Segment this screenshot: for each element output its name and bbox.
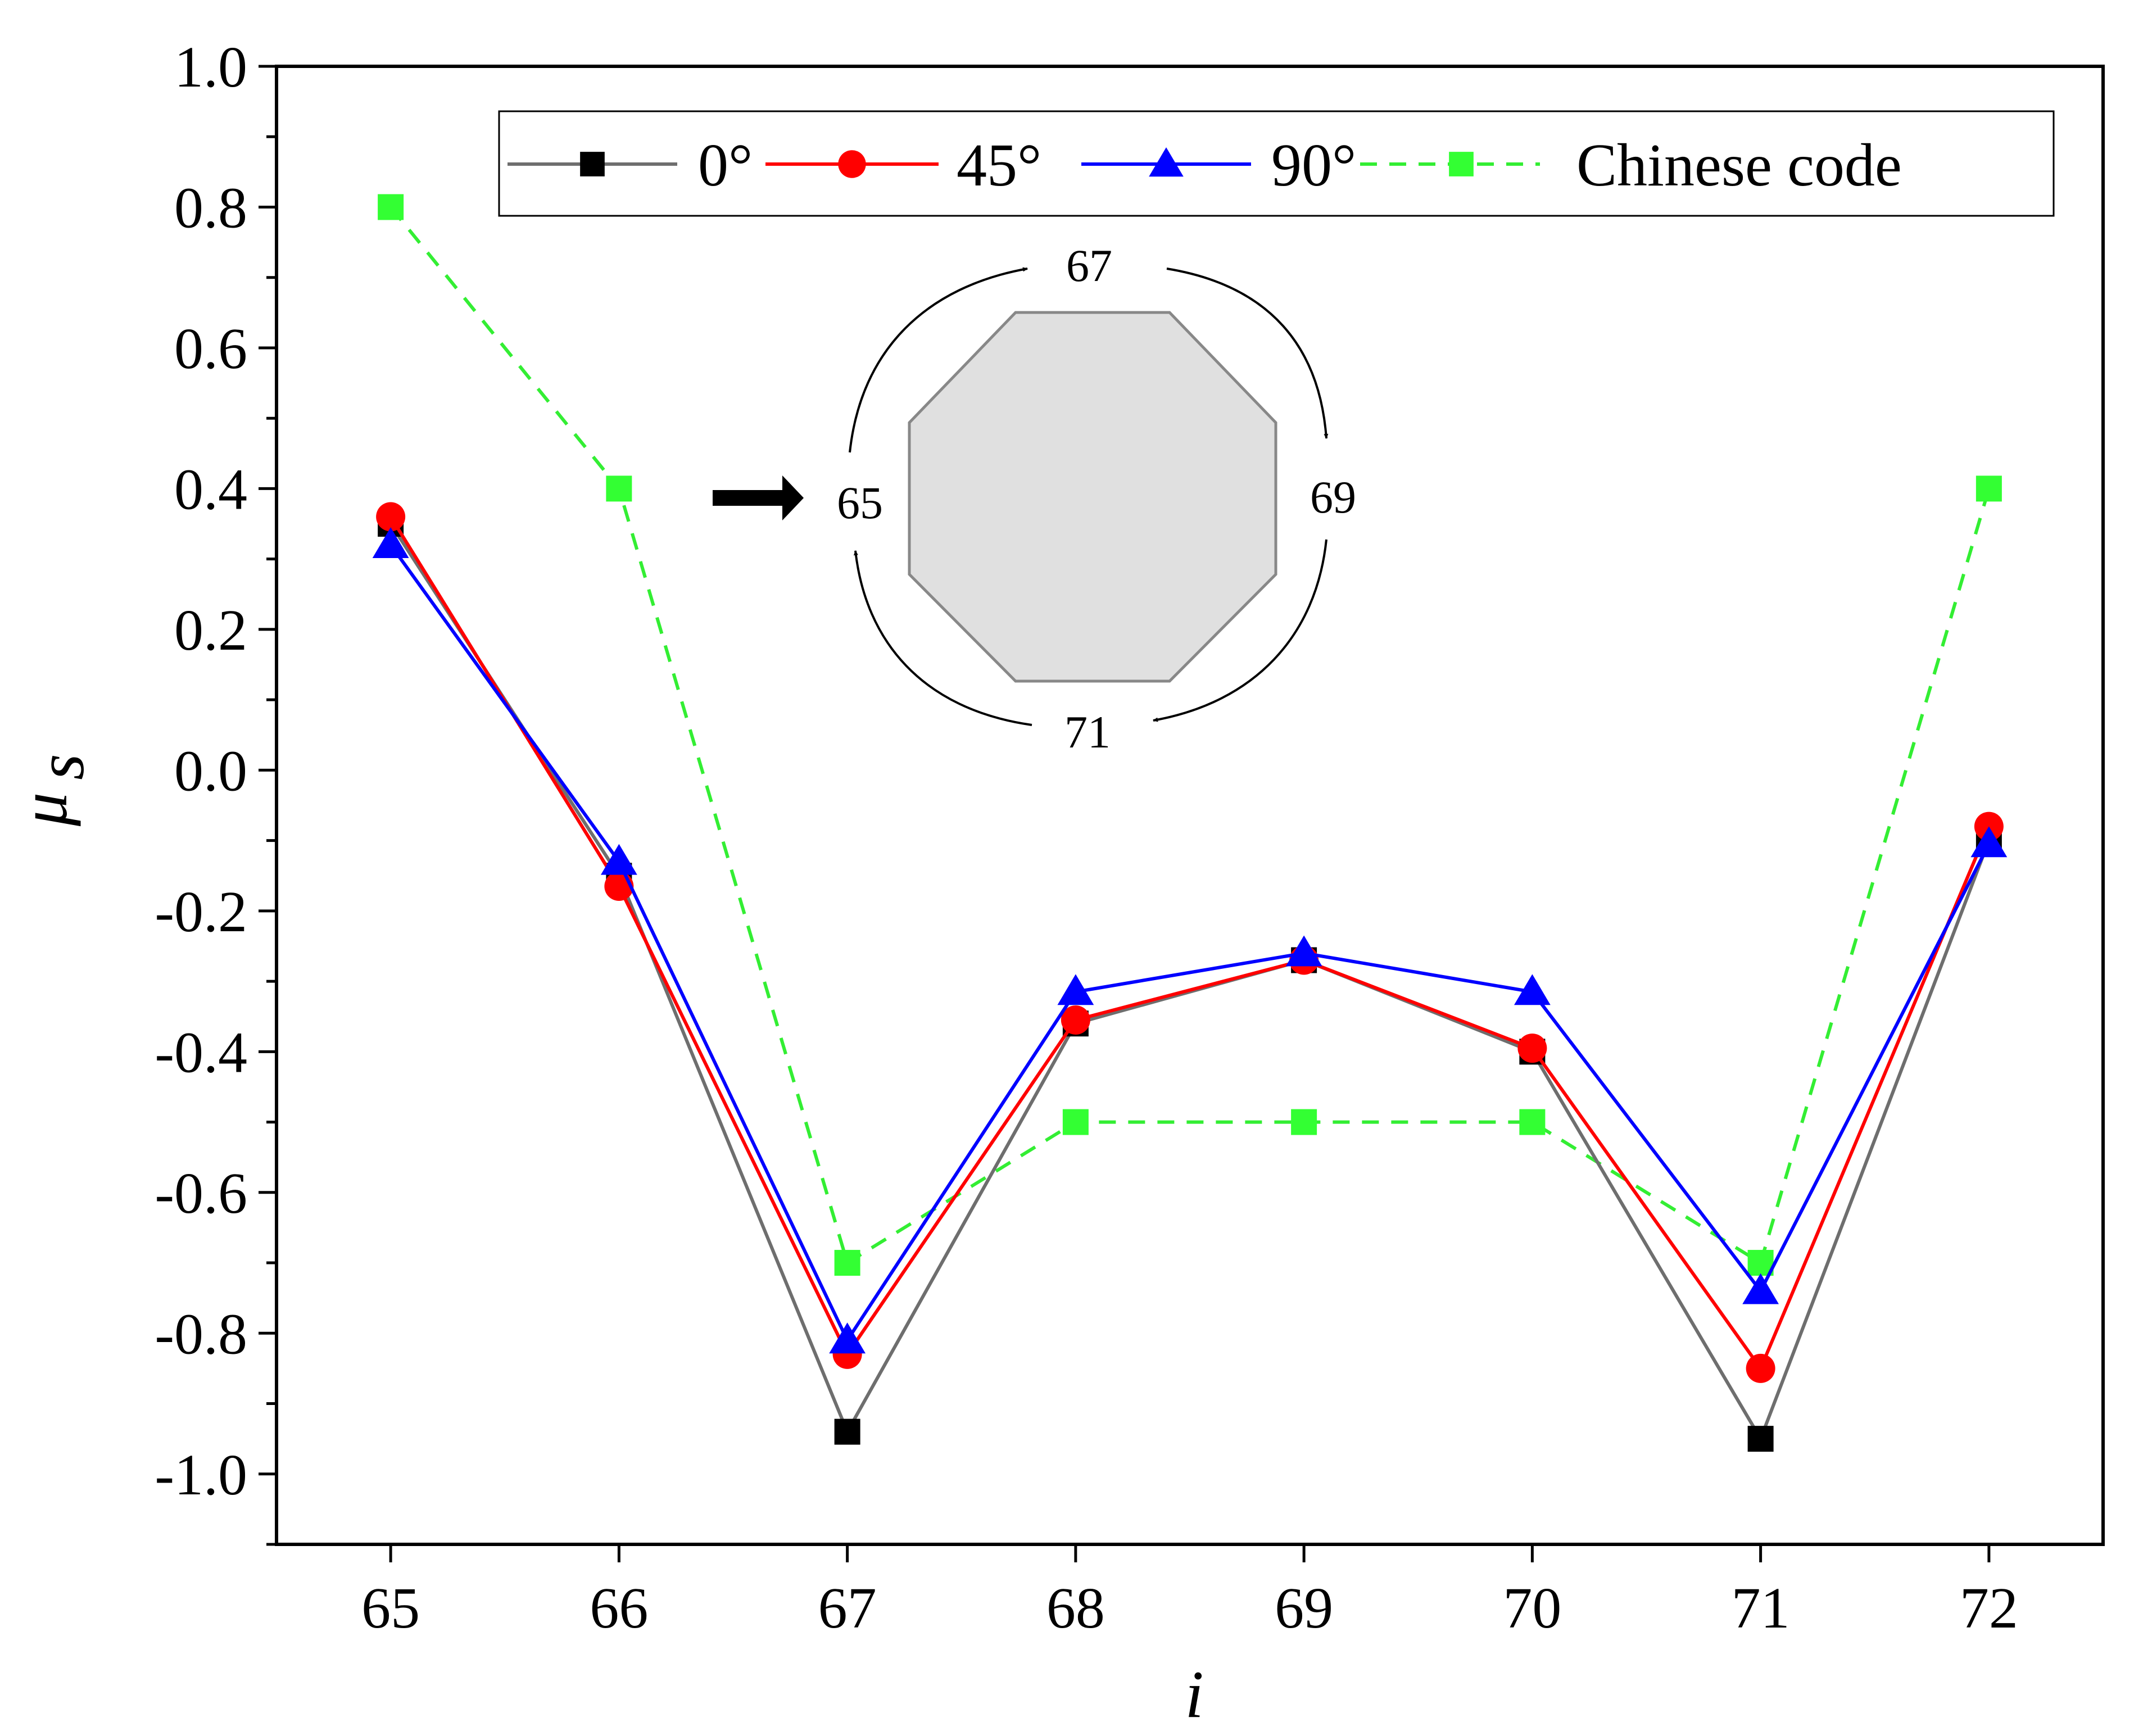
y-tick-label: 0.8	[174, 175, 247, 240]
data-point	[1291, 1109, 1317, 1135]
rotation-arrow-icon	[1153, 539, 1327, 722]
series-line	[389, 543, 1991, 1344]
y-tick-label: 1.0	[174, 35, 247, 99]
data-point	[600, 844, 637, 875]
data-point	[1742, 1273, 1779, 1304]
data-point	[1976, 475, 2002, 502]
legend-label: Chinese code	[1576, 132, 1902, 199]
x-tick-label: 71	[1732, 1576, 1790, 1640]
data-point	[1514, 974, 1551, 1005]
data-point	[1062, 1109, 1089, 1135]
y-tick-label: -1.0	[155, 1443, 247, 1507]
x-axis-title: i	[1185, 1657, 1203, 1732]
legend-marker	[1149, 147, 1184, 177]
y-tick-label: -0.2	[155, 880, 247, 944]
data-point	[606, 475, 632, 502]
legend-entry: Chinese code	[1360, 132, 1902, 199]
series-90-	[372, 527, 2008, 1354]
series-layer	[372, 194, 2008, 1452]
series-line	[389, 515, 1991, 1372]
x-tick-label: 72	[1960, 1576, 2018, 1640]
x-tick-label: 70	[1503, 1576, 1561, 1640]
inset-label: 69	[1310, 472, 1356, 523]
rotation-arrow-icon	[853, 550, 1032, 726]
rotation-arrow-icon	[849, 267, 1028, 453]
x-tick-label: 65	[361, 1576, 420, 1640]
data-point	[1285, 935, 1322, 967]
legend-entry: 0°	[508, 132, 753, 199]
inset-label: 67	[1066, 240, 1112, 291]
data-point	[1970, 826, 2008, 858]
data-point	[834, 1418, 860, 1445]
plot-frame	[275, 65, 2105, 1546]
legend-entry: 90°	[1081, 132, 1356, 199]
legend-entry: 45°	[765, 132, 1041, 199]
x-tick-label: 66	[590, 1576, 648, 1640]
data-point	[1061, 1005, 1090, 1035]
legend: 0° 45° 90° Chinese code	[498, 110, 2055, 217]
data-point	[1746, 1353, 1775, 1383]
inset-diagram: 67 69 71 65	[713, 240, 1356, 758]
data-point	[834, 1250, 860, 1276]
data-point	[829, 1322, 866, 1354]
series-45-	[376, 502, 2004, 1383]
legend-box	[498, 110, 2055, 217]
y-tick-label: -0.4	[155, 1020, 247, 1085]
y-axis-title-text: μ	[6, 792, 81, 827]
y-axis-title-subscript: s	[23, 754, 98, 780]
data-point	[376, 502, 406, 532]
octagon-shape	[908, 311, 1277, 683]
data-point	[1747, 1426, 1774, 1452]
y-tick-label: -0.8	[155, 1302, 247, 1366]
legend-marker	[580, 152, 605, 176]
rotation-arrow-icon	[1166, 268, 1329, 439]
series-line	[389, 523, 1991, 1443]
x-tick-label: 69	[1275, 1576, 1333, 1640]
legend-label: 45°	[957, 132, 1041, 199]
y-tick-label: 0.4	[174, 457, 247, 522]
y-axis-title: μs	[6, 754, 98, 827]
wind-arrow-icon	[713, 475, 804, 520]
legend-label: 0°	[698, 132, 753, 199]
data-point	[1517, 1034, 1547, 1063]
legend-marker	[1449, 152, 1474, 176]
data-point	[372, 527, 409, 559]
data-point	[378, 194, 404, 220]
inset-label: 71	[1064, 706, 1111, 758]
y-tick-label: 0.0	[174, 738, 247, 803]
y-tick-label: 0.6	[174, 316, 247, 381]
data-point	[1057, 974, 1094, 1005]
inset-label: 65	[837, 477, 883, 528]
legend-marker	[838, 150, 866, 178]
y-tick-label: -0.6	[155, 1161, 247, 1226]
y-tick-label: 0.2	[174, 598, 247, 663]
x-tick-label: 67	[818, 1576, 877, 1640]
legend-label: 90°	[1271, 132, 1356, 199]
x-tick-label: 68	[1046, 1576, 1105, 1640]
data-point	[1519, 1109, 1546, 1135]
axes-layer: 65 66 67 68 69 70 71 72 1.0 0.8 0.6 0.4 0.2 0.0 -0.2 -0…	[6, 35, 2105, 1732]
